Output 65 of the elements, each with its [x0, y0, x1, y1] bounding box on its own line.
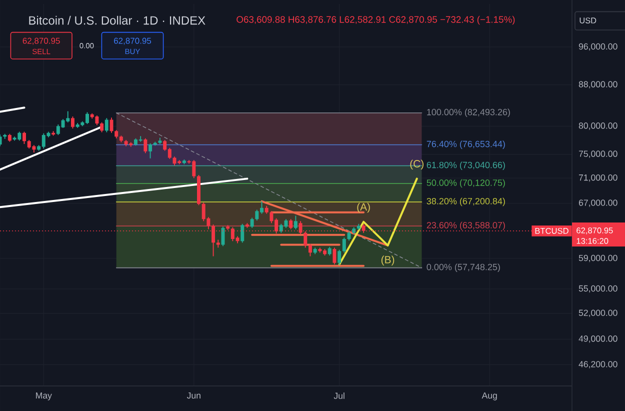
y-tick-label: 67,000.00 — [578, 200, 618, 207]
series-label: 23.60% (63,588.07) — [426, 222, 505, 230]
candlestick — [216, 240, 220, 248]
y-tick-label: 71,000.00 — [578, 174, 618, 182]
candlestick — [100, 122, 104, 132]
series-label: 38.20% (67,200.84) — [426, 198, 505, 206]
series-label: 0.00% (57,748.25) — [426, 264, 500, 272]
x-tick-label: Jul — [334, 392, 344, 399]
text: 13:16:20 — [576, 238, 608, 244]
candlestick — [338, 250, 342, 266]
x-tick-label: May — [36, 392, 52, 400]
candlestick — [308, 244, 312, 256]
text: 62,870.95 — [576, 228, 613, 234]
ref-line-label: BTCUSD — [535, 228, 568, 234]
annotation: O63,609.88 H63,876.76 L62,582.91 C62,870.95 −732.43 (−1.15%) — [236, 16, 515, 25]
annotation: 62,870.95 — [22, 38, 60, 45]
candlestick — [356, 224, 360, 230]
candlestick — [22, 132, 26, 144]
candlestick — [52, 131, 56, 136]
annotation: 62,870.95 — [114, 38, 152, 45]
candlestick — [153, 142, 157, 146]
candlestick — [313, 248, 317, 254]
y-tick-label: 59,000.00 — [578, 254, 618, 262]
y-tick-label: 88,000.00 — [578, 81, 618, 88]
annotation: (A) — [357, 202, 370, 213]
candlestick — [342, 238, 346, 253]
candlestick — [221, 226, 225, 246]
candlestick — [332, 248, 336, 264]
y-tick-label: 96,000.00 — [578, 43, 618, 51]
candlestick — [104, 118, 108, 132]
x-tick-label: Aug — [482, 392, 497, 400]
candlestick — [240, 224, 244, 243]
candlestick — [197, 174, 200, 206]
series-label: 61.80% (73,040.66) — [426, 162, 505, 170]
series-label: 50.00% (70,120.75) — [426, 179, 505, 188]
x-tick-label: Jun — [186, 392, 200, 399]
candlestick — [158, 138, 162, 144]
y-tick-label: 49,000.00 — [578, 336, 618, 343]
candlestick — [144, 138, 148, 154]
line-series — [338, 178, 418, 266]
candlestick — [182, 159, 186, 164]
candlestick — [347, 231, 351, 240]
candlestick — [245, 223, 249, 228]
y-tick-label: 80,000.00 — [578, 122, 618, 130]
series-label: 100.00% (82,493.26) — [427, 108, 510, 118]
candlestick — [352, 227, 356, 234]
y-tick-label: 52,000.00 — [578, 310, 618, 317]
y-tick-label: 75,000.00 — [578, 150, 618, 158]
candlestick — [70, 116, 74, 128]
candlestick — [250, 218, 254, 228]
candlestick — [110, 118, 114, 133]
candlestick — [3, 134, 7, 139]
text: Bitcoin / U.S. Dollar · 1D · INDEX — [29, 16, 206, 25]
y-tick-label: 46,200.00 — [578, 361, 618, 368]
candlestick — [264, 206, 268, 214]
candlestick — [8, 134, 12, 142]
candlestick — [119, 136, 123, 142]
text: USD — [580, 18, 596, 24]
y-tick-label: 55,000.00 — [578, 285, 618, 293]
candlestick — [328, 246, 332, 256]
candlestick — [114, 130, 118, 138]
annotation: (B) — [381, 256, 394, 266]
series-label: 76.40% (76,653.44) — [426, 140, 505, 149]
candlestick — [294, 216, 298, 230]
candlestick — [148, 143, 152, 158]
